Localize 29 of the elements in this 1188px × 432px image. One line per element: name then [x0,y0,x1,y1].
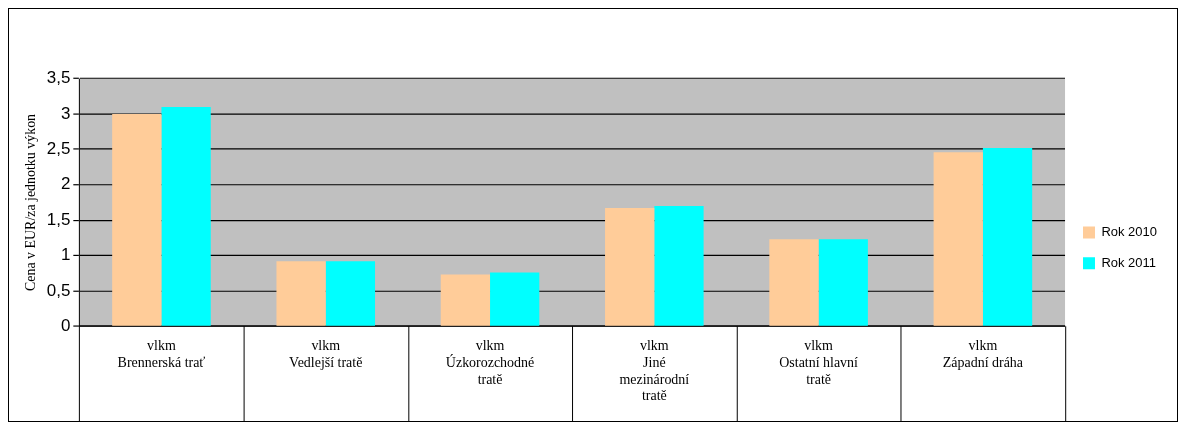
y-tick-label: 3,5 [46,68,71,88]
x-tick-label: vlkm Úzkorozchodné tratě [445,338,535,387]
bar [818,239,868,326]
x-tick-label: vlkm Jiné mezinárodní tratě [619,338,690,404]
x-tick-label: vlkm Ostatní hlavní tratě [779,338,859,387]
bar [982,147,1033,326]
bar [605,208,655,326]
y-axis-title: Cena v EUR/za jednotku výkon [23,113,39,291]
y-tick-label: 2 [60,174,71,194]
bar [490,272,540,326]
bar [654,206,704,326]
bar [112,114,162,326]
y-tick-label: 3 [60,103,71,123]
bar [161,106,211,326]
y-tick-label: 1 [60,245,71,265]
bar [276,261,326,326]
y-tick-label: 1,5 [46,209,71,229]
bar [325,261,376,326]
bar [933,152,983,326]
bar [440,274,491,326]
x-tick-label: vlkm Brennerská trať [117,338,206,370]
y-tick-label: 2,5 [46,139,71,159]
legend-label: Rok 2011 [1101,254,1156,270]
bar [769,239,819,326]
y-tick-label: 0 [60,315,71,335]
y-tick-label: 0,5 [46,280,71,300]
legend-label: Rok 2010 [1101,224,1157,239]
x-tick-label: vlkm Západní dráha [942,338,1024,370]
x-tick-label: vlkm Vedlejší tratě [289,338,363,370]
